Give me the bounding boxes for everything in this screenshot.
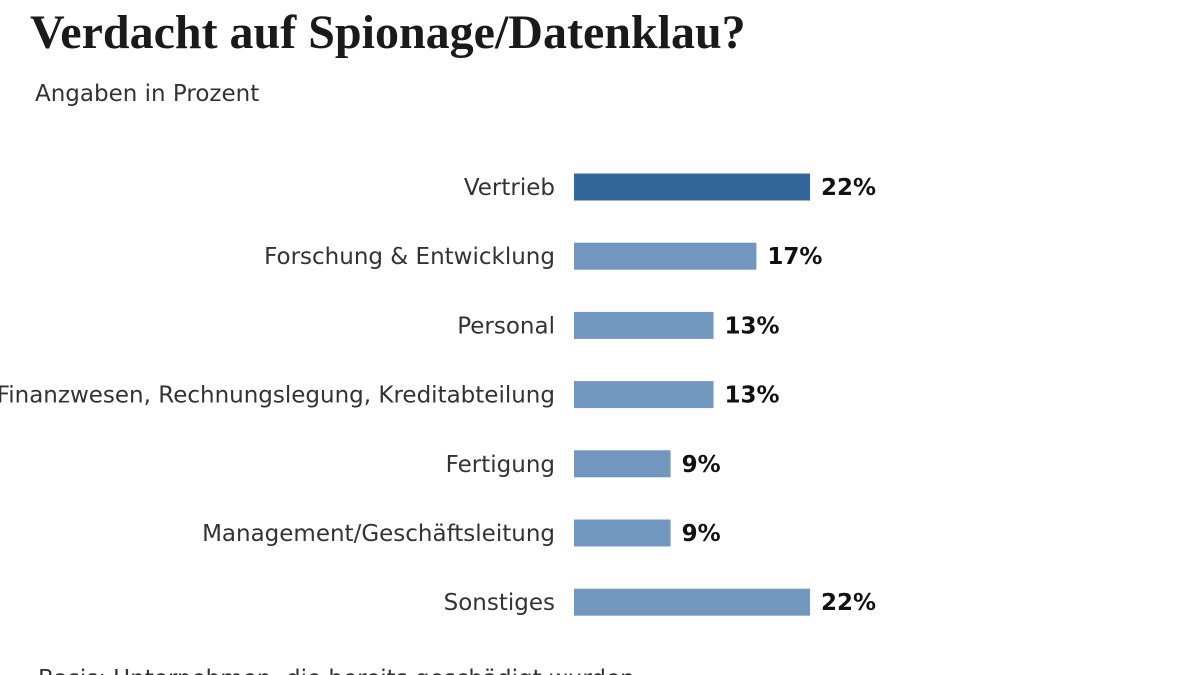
category-label: Sonstiges (444, 590, 555, 616)
footnote: Basis: Unternehmen, die bereits geschädi… (38, 666, 635, 675)
category-label: Fertigung (446, 452, 555, 478)
category-label: Forschung & Entwicklung (264, 244, 555, 270)
value-label: 22% (821, 590, 876, 616)
value-label: 9% (682, 452, 721, 478)
bar (574, 588, 811, 616)
value-label: 17% (767, 244, 822, 270)
bar (574, 242, 757, 270)
category-label: Vertrieb (464, 175, 555, 201)
bar (574, 311, 714, 339)
category-label: Management/Geschäftsleitung (202, 521, 555, 547)
chart-subtitle: Angaben in Prozent (35, 81, 259, 107)
value-label: 9% (682, 521, 721, 547)
value-label: 13% (724, 313, 779, 339)
bar (574, 173, 811, 201)
chart-title: Verdacht auf Spionage/Datenklau? (30, 6, 746, 59)
value-label: 22% (821, 175, 876, 201)
bar (574, 381, 714, 409)
value-label: 13% (724, 383, 779, 409)
bar (574, 519, 671, 547)
bar (574, 450, 671, 478)
category-label: Finanzwesen, Rechnungslegung, Kreditabte… (0, 383, 555, 409)
category-label: Personal (457, 313, 555, 339)
